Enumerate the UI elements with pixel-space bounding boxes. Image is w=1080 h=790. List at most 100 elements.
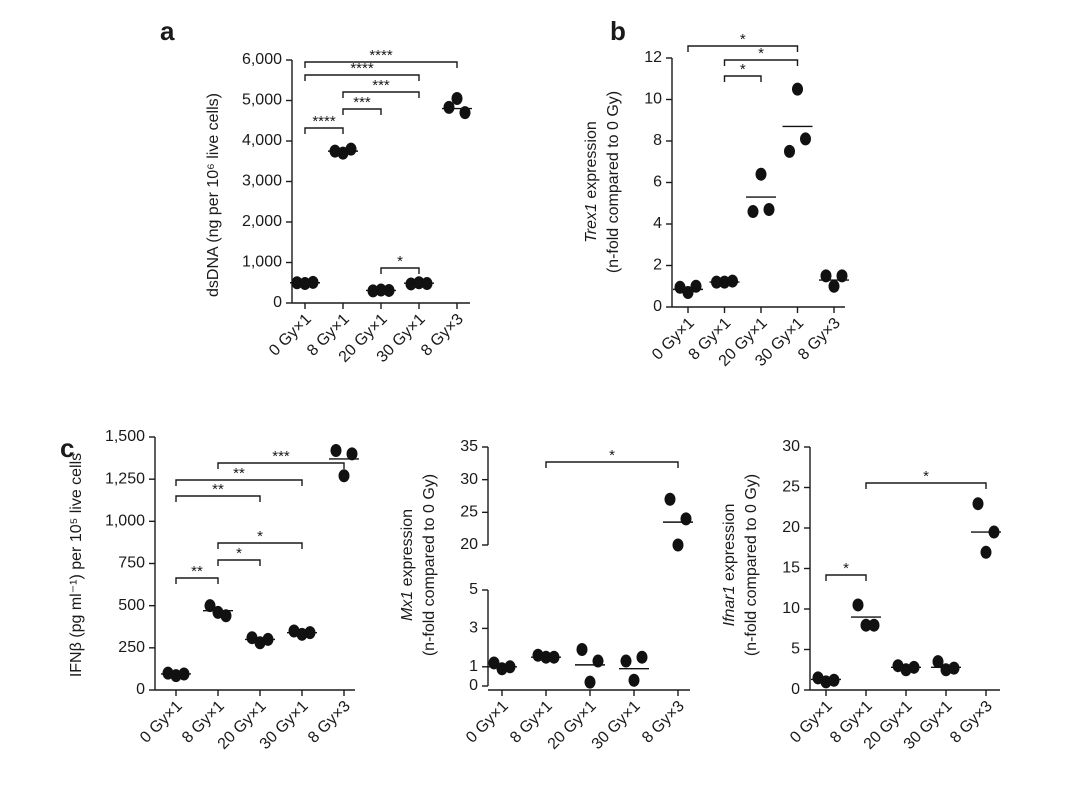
y-tick-label: 6,000	[242, 51, 282, 68]
data-point	[860, 618, 872, 632]
significance-bracket	[545, 461, 679, 468]
y-tick-label: 4	[653, 215, 662, 232]
data-point	[792, 82, 803, 96]
y-tick-label: 1,000	[105, 513, 145, 530]
y-tick-label: 0	[791, 681, 800, 698]
x-tick-label: 8 Gy×3	[418, 311, 467, 360]
data-point	[220, 609, 232, 623]
data-point	[672, 538, 684, 552]
y-tick-label: 5	[469, 581, 478, 598]
y-tick-label: 20	[782, 519, 800, 536]
data-point	[345, 142, 357, 156]
y-tick-label: 30	[782, 438, 800, 455]
x-tick-label: 0 Gy×1	[787, 698, 836, 747]
significance-bracket	[687, 45, 799, 52]
y-tick-label: 500	[118, 597, 145, 614]
significance-bracket	[865, 482, 987, 489]
significance-bracket	[380, 267, 420, 274]
data-point	[980, 545, 992, 559]
y-tick-label: 2,000	[242, 213, 282, 230]
data-point	[690, 279, 702, 293]
panel-letter: c	[60, 433, 74, 463]
significance-label: *	[740, 31, 746, 48]
data-point	[747, 205, 759, 219]
y-tick-label: 1,500	[105, 428, 145, 445]
data-point	[592, 654, 604, 668]
data-point	[636, 650, 648, 664]
x-tick-label: 0 Gy×1	[137, 698, 186, 747]
x-tick-label: 8 Gy×3	[305, 698, 354, 747]
x-tick-label: 0 Gy×1	[463, 698, 512, 747]
y-axis-label: IFNβ (pg ml⁻¹) per 10⁵ live cells	[68, 453, 85, 677]
significance-label: ****	[369, 47, 393, 64]
y-tick-label: 4,000	[242, 132, 282, 149]
y-tick-label: 5	[791, 641, 800, 658]
significance-bracket	[175, 577, 219, 584]
data-point	[330, 443, 342, 457]
y-tick-label: 0	[653, 298, 662, 315]
data-point	[628, 673, 640, 687]
data-point	[346, 447, 358, 461]
significance-bracket	[217, 462, 345, 469]
data-point	[459, 106, 471, 120]
data-point	[674, 280, 686, 294]
y-tick-label: 5,000	[242, 92, 282, 109]
significance-label: *	[740, 61, 746, 78]
y-tick-label: 0	[469, 677, 478, 694]
x-tick-label: 8 Gy×3	[947, 698, 996, 747]
y-tick-label: 6	[653, 174, 662, 191]
y-tick-label: 10	[782, 600, 800, 617]
significance-bracket	[175, 495, 261, 502]
significance-bracket	[304, 74, 420, 81]
y-tick-label: 3,000	[242, 173, 282, 190]
data-point	[763, 202, 775, 216]
y-tick-label: 12	[644, 49, 662, 66]
y-axis-label-2: (n-fold compared to 0 Gy)	[421, 474, 438, 656]
data-point	[443, 100, 455, 114]
italic-gene: Trex1	[583, 203, 600, 243]
data-point	[299, 277, 311, 291]
data-point	[820, 269, 832, 283]
data-point	[784, 144, 795, 158]
y-tick-label: 15	[782, 560, 800, 577]
significance-bracket	[304, 61, 458, 68]
x-tick-label: 30 Gy×1	[589, 698, 644, 753]
significance-bracket	[723, 75, 762, 82]
significance-label: *	[923, 468, 929, 485]
x-tick-label: 8 Gy×3	[639, 698, 688, 747]
data-point	[338, 469, 350, 483]
data-point	[576, 643, 588, 657]
significance-label: **	[212, 481, 224, 498]
y-tick-label: 750	[118, 555, 145, 572]
data-point	[972, 497, 984, 511]
data-point	[620, 654, 632, 668]
significance-label: ***	[372, 77, 390, 94]
significance-label: ***	[272, 448, 290, 465]
data-point	[868, 618, 880, 632]
y-tick-label: 10	[644, 91, 662, 108]
significance-label: *	[257, 528, 263, 545]
significance-bracket	[825, 574, 867, 581]
data-point	[828, 279, 840, 293]
data-point	[852, 598, 864, 612]
significance-label: **	[233, 465, 245, 482]
panel-letter: a	[160, 16, 175, 46]
y-axis-label: Trex1 expression	[583, 121, 600, 243]
significance-label: *	[843, 560, 849, 577]
data-point	[932, 655, 944, 669]
significance-bracket	[304, 127, 344, 134]
y-axis-label: Mx1 expression	[399, 509, 416, 621]
data-point	[948, 661, 960, 675]
data-point	[800, 132, 811, 146]
data-point	[828, 673, 840, 687]
significance-bracket	[723, 59, 799, 66]
y-tick-label: 1,250	[105, 470, 145, 487]
y-tick-label: 250	[118, 639, 145, 656]
significance-label: ****	[350, 60, 374, 77]
italic-gene: Ifnar1	[721, 585, 738, 626]
